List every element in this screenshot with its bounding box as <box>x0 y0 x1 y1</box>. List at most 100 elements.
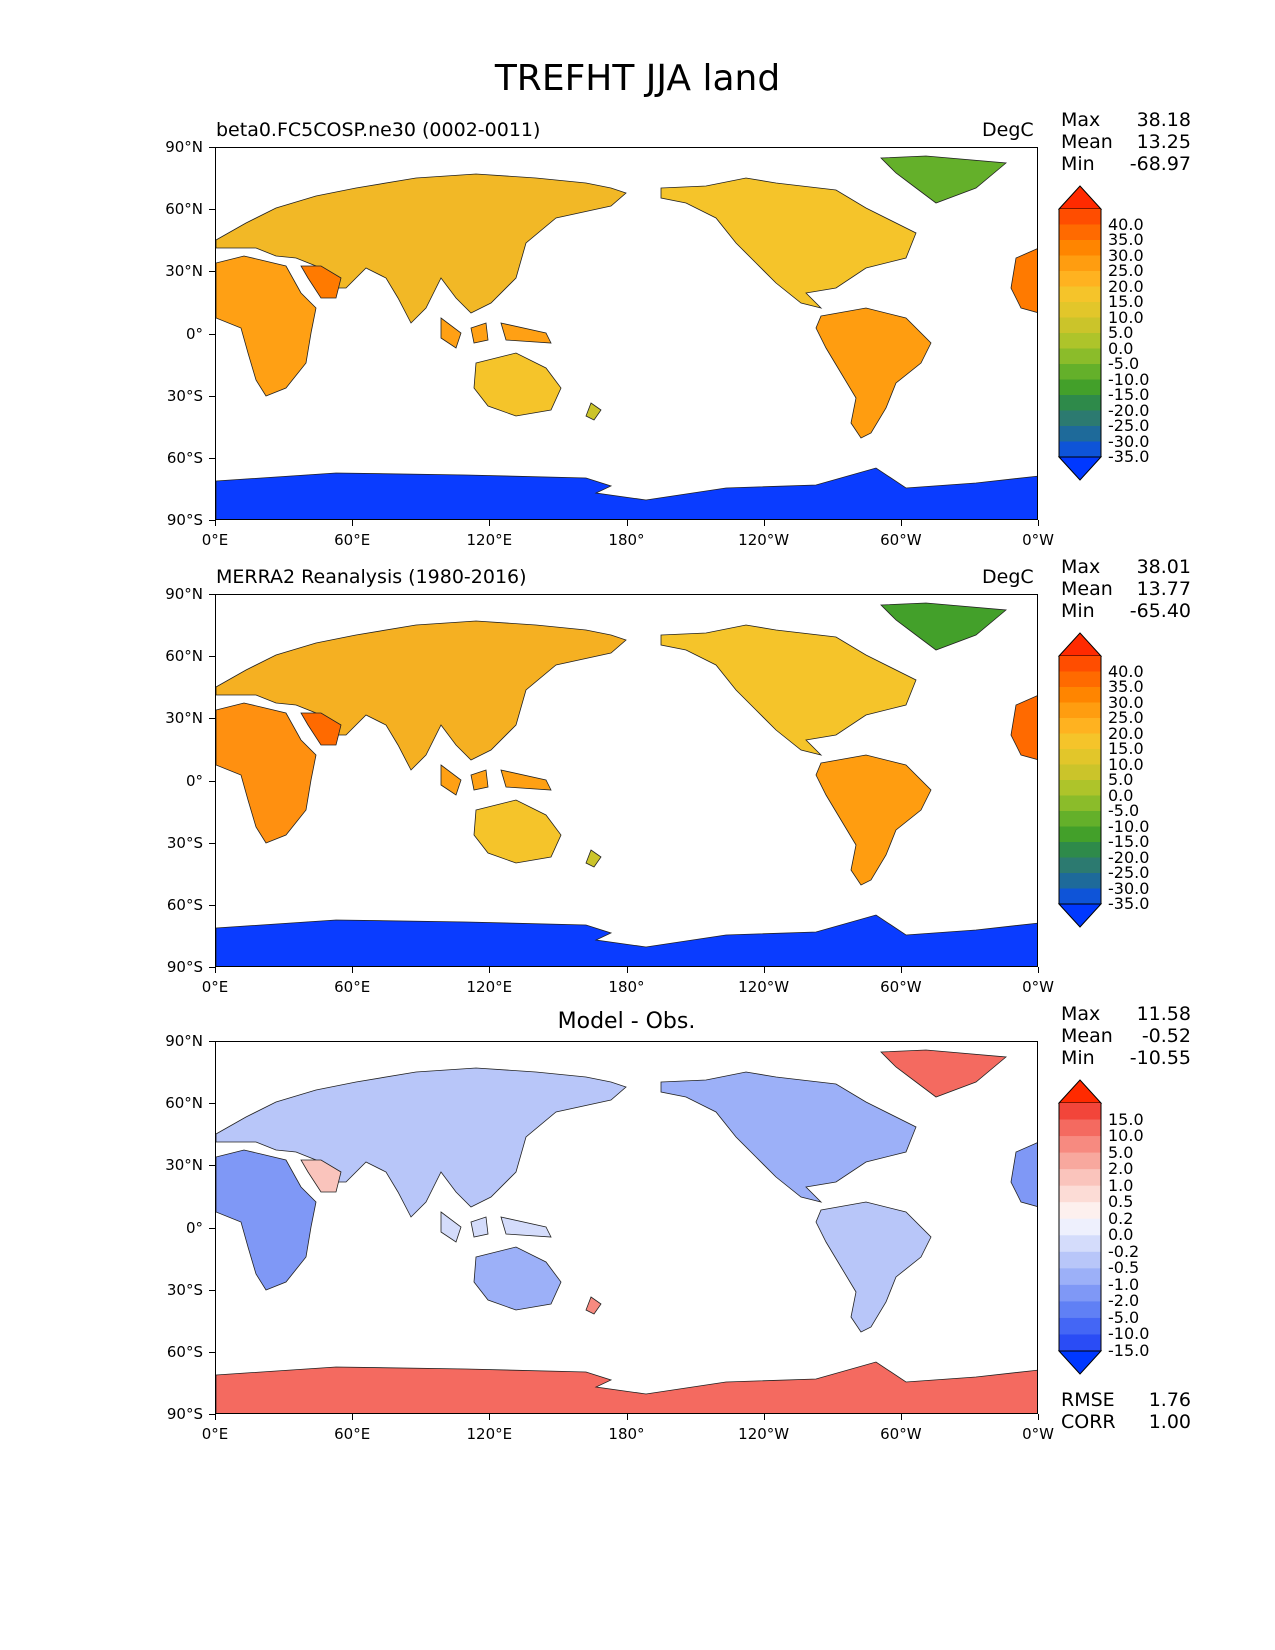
lon-tick <box>1038 1414 1039 1420</box>
lon-tick-label: 120°W <box>738 531 790 549</box>
lon-tick-label: 60°E <box>334 531 371 549</box>
colorbar-tick-label: 25.0 <box>1108 708 1144 727</box>
lat-tick-label: 30°N <box>165 262 203 281</box>
lat-tick-label: 60°N <box>165 1094 203 1113</box>
land-westafrica2 <box>1010 695 1037 760</box>
land-nz <box>585 849 602 868</box>
colorbar-bin <box>1059 764 1101 781</box>
lat-tick <box>209 780 215 782</box>
lon-tick <box>900 1414 902 1420</box>
stat-row: Min -10.55 <box>1061 1047 1191 1069</box>
colorbar-tick-label: 30.0 <box>1108 245 1144 265</box>
stat-label: Max <box>1061 1003 1101 1025</box>
colorbar-bin <box>1059 811 1101 827</box>
stat-row: Max 11.58 <box>1061 1003 1191 1025</box>
colorbar-tick-label: 2.0 <box>1108 1159 1134 1179</box>
colorbar-bin <box>1059 1284 1101 1302</box>
colorbar-tick-label: 1.0 <box>1108 1175 1134 1195</box>
colorbar-tick-label: 30.0 <box>1108 692 1144 712</box>
colorbar-bin <box>1059 317 1101 334</box>
lat-tick-label: 0° <box>185 771 203 790</box>
colorbar-tick-label: -30.0 <box>1108 431 1150 451</box>
colorbar-extend-max <box>1058 185 1102 210</box>
colorbar-bin <box>1059 1169 1101 1187</box>
lat-tick <box>209 1227 215 1229</box>
land-australia <box>473 1246 562 1311</box>
colorbar-bin <box>1059 410 1101 427</box>
colorbar-extend-max <box>1058 1079 1102 1104</box>
lon-tick <box>763 1414 765 1420</box>
colorbar-tick-label: 15.0 <box>1108 739 1144 758</box>
lat-tick <box>209 842 215 844</box>
colorbar-tick-label: 10.0 <box>1108 1126 1144 1146</box>
stat-row: Min -65.40 <box>1061 600 1191 622</box>
colorbar-tick-label: 5.0 <box>1108 770 1134 789</box>
colorbar-tick-label: 20.0 <box>1108 723 1144 743</box>
colorbar-bin <box>1059 395 1101 411</box>
lat-tick <box>209 147 215 148</box>
colorbar-bin <box>1059 441 1101 458</box>
stat-value: 38.01 <box>1136 556 1191 578</box>
lat-tick-label: 30°N <box>165 1156 203 1175</box>
lat-tick <box>209 457 215 459</box>
colorbar-bin <box>1059 224 1101 241</box>
stat-row: Mean 13.25 <box>1061 131 1191 153</box>
stat-row: Min -68.97 <box>1061 153 1191 175</box>
lon-tick <box>626 520 628 526</box>
stat-row: Max 38.18 <box>1061 109 1191 131</box>
colorbar-bin <box>1059 733 1101 750</box>
colorbar-tick-label: -15.0 <box>1108 832 1150 851</box>
lon-tick-label: 180° <box>608 978 645 996</box>
stat-label: Min <box>1061 153 1095 175</box>
land-arabia <box>300 265 342 299</box>
units-label: DegC <box>982 119 1034 141</box>
colorbar-bin <box>1059 1218 1101 1236</box>
lat-tick <box>209 520 215 521</box>
stat-value: 11.58 <box>1136 1003 1191 1025</box>
colorbar-bin <box>1059 1268 1101 1286</box>
colorbar-tick-label: -15.0 <box>1108 1341 1150 1360</box>
stat-label: Min <box>1061 600 1095 622</box>
colorbar-tick-label: -15.0 <box>1108 385 1150 404</box>
lat-tick <box>209 718 215 720</box>
lon-tick <box>352 520 354 526</box>
colorbar-bin <box>1059 1301 1101 1319</box>
colorbar-tick-label: -35.0 <box>1108 447 1150 466</box>
land-seasia <box>440 764 552 796</box>
stats-box: Max 38.18 Mean 13.25 Min -68.97 <box>1061 109 1191 175</box>
stat-row: RMSE 1.76 <box>1061 1389 1191 1411</box>
colorbar-tick-label: 0.0 <box>1108 338 1134 358</box>
stats-box: Max 38.01 Mean 13.77 Min -65.40 <box>1061 556 1191 622</box>
land-africa <box>216 1149 317 1291</box>
stat-label: Max <box>1061 556 1101 578</box>
colorbar-bin <box>1059 1152 1101 1170</box>
bottom-stats-box: RMSE 1.76 CORR 1.00 <box>1061 1389 1191 1433</box>
panel-left-title: MERRA2 Reanalysis (1980-2016) <box>216 566 527 588</box>
land-nz <box>585 1296 602 1315</box>
land-antarctica <box>216 467 1037 519</box>
lon-tick <box>1038 967 1039 973</box>
land-africa <box>216 702 317 844</box>
lat-tick-label: 90°N <box>165 585 203 603</box>
land-australia <box>473 352 562 417</box>
colorbar-tick-label: 35.0 <box>1108 230 1144 249</box>
lon-tick <box>1038 520 1039 526</box>
colorbar-bin <box>1059 1103 1101 1121</box>
colorbar-bin <box>1059 286 1101 303</box>
colorbar-tick-label: -1.0 <box>1108 1274 1140 1294</box>
colorbar-bin <box>1059 426 1101 442</box>
land-arabia <box>300 1159 342 1193</box>
land-namerica <box>660 1071 917 1203</box>
colorbar-svg <box>1058 185 1102 481</box>
land-westafrica2 <box>1010 248 1037 313</box>
stat-label: Max <box>1061 109 1101 131</box>
lat-tick-label: 30°S <box>166 1280 203 1299</box>
stat-value: 13.25 <box>1136 131 1191 153</box>
colorbar-bin <box>1059 842 1101 858</box>
colorbar-tick-label: 15.0 <box>1108 292 1144 311</box>
colorbar-bin <box>1059 857 1101 874</box>
map-svg <box>216 155 1037 519</box>
lat-tick <box>209 1289 215 1291</box>
lon-tick <box>215 520 216 526</box>
lon-tick-label: 0°E <box>201 978 229 996</box>
